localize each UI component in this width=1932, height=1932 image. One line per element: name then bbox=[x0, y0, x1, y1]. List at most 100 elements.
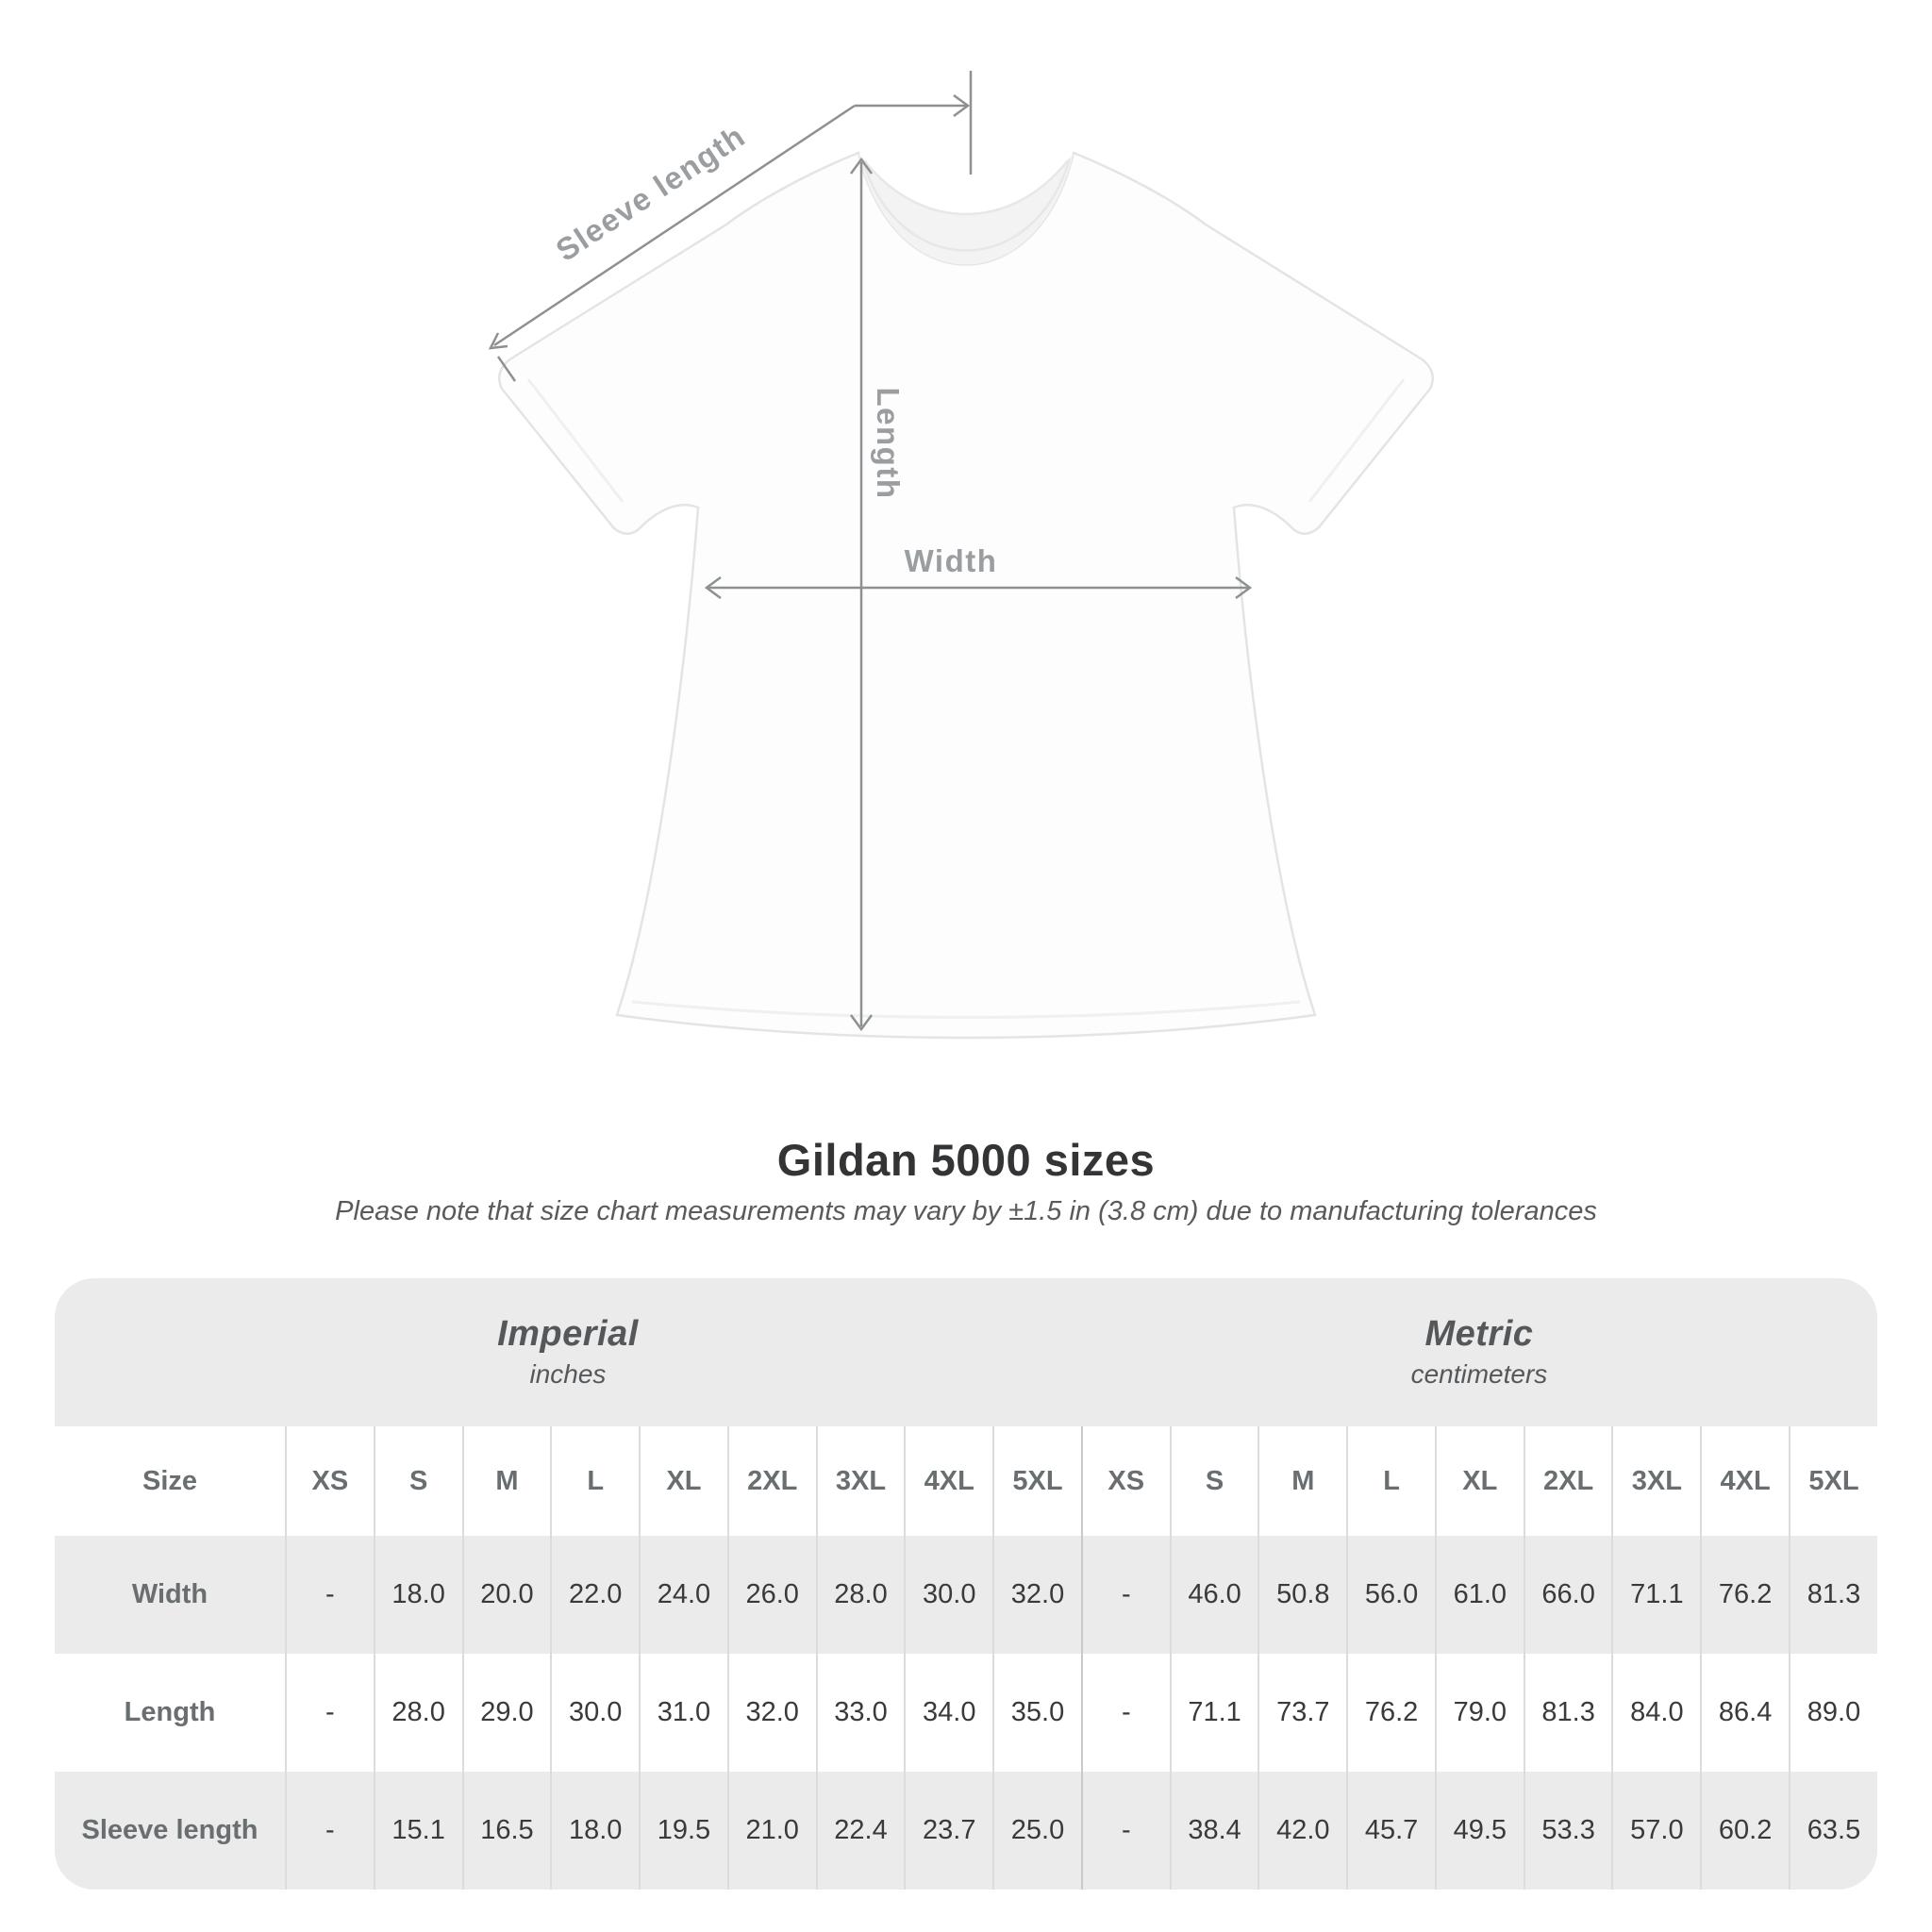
size-header-cell: M bbox=[1257, 1426, 1347, 1536]
length-dimension: Length bbox=[849, 157, 906, 1032]
value-cell: 33.0 bbox=[815, 1654, 905, 1772]
value-cell: - bbox=[285, 1536, 374, 1654]
value-cell: 45.7 bbox=[1346, 1772, 1435, 1890]
value-cell: 22.4 bbox=[815, 1772, 905, 1890]
size-header-cell: S bbox=[1169, 1426, 1258, 1536]
size-table: Imperial inches Metric centimeters Size X… bbox=[55, 1278, 1877, 1890]
left-cuff-fold bbox=[526, 378, 625, 503]
length-label: Length bbox=[871, 388, 906, 500]
width-dimension: Width bbox=[704, 543, 1253, 600]
size-header-cell: 3XL bbox=[1611, 1426, 1701, 1536]
tshirt-measurement-diagram: Sleeve length Length Width bbox=[488, 71, 1434, 1040]
value-cell: 71.1 bbox=[1611, 1536, 1701, 1654]
size-header-cell: 3XL bbox=[815, 1426, 905, 1536]
size-header-cell: 2XL bbox=[1523, 1426, 1612, 1536]
imperial-label: Imperial bbox=[497, 1313, 639, 1354]
table-row-width: Width -18.0 20.0 22.0 24.0 26.0 28.0 30.0 32.0-4… bbox=[55, 1536, 1877, 1654]
value-cell: 30.0 bbox=[904, 1536, 993, 1654]
value-cell: 26.0 bbox=[726, 1536, 816, 1654]
width-left-arrowhead bbox=[704, 575, 722, 600]
tshirt-graphic bbox=[498, 151, 1434, 1040]
value-cell: 18.0 bbox=[373, 1536, 462, 1654]
value-cell: 19.5 bbox=[639, 1772, 727, 1890]
size-header-cell: M bbox=[461, 1426, 551, 1536]
value-cell: 30.0 bbox=[550, 1654, 639, 1772]
value-cell: 61.0 bbox=[1434, 1536, 1524, 1654]
value-cell: 21.0 bbox=[726, 1772, 816, 1890]
tshirt-silhouette bbox=[498, 151, 1434, 1040]
width-label: Width bbox=[905, 543, 998, 578]
value-cell: 31.0 bbox=[639, 1654, 727, 1772]
size-column-header: Size bbox=[55, 1426, 285, 1536]
width-right-arrowhead bbox=[1235, 575, 1253, 600]
value-cell: 84.0 bbox=[1611, 1654, 1700, 1772]
value-cell: 76.2 bbox=[1700, 1536, 1790, 1654]
size-header-cell: 4XL bbox=[1700, 1426, 1790, 1536]
size-header-cell: 2XL bbox=[726, 1426, 816, 1536]
value-cell: 89.0 bbox=[1789, 1654, 1877, 1772]
value-cell: 81.3 bbox=[1789, 1536, 1877, 1654]
value-cell: 60.2 bbox=[1700, 1772, 1790, 1890]
size-header-cell: L bbox=[1346, 1426, 1435, 1536]
value-cell: 56.0 bbox=[1346, 1536, 1435, 1654]
sleeve-horizontal-arrowhead bbox=[953, 93, 971, 118]
imperial-sublabel: inches bbox=[529, 1358, 607, 1389]
value-cell: 25.0 bbox=[992, 1772, 1081, 1890]
value-cell: - bbox=[1080, 1536, 1170, 1654]
size-header-cell: XL bbox=[1434, 1426, 1524, 1536]
unit-header-row: Imperial inches Metric centimeters bbox=[55, 1278, 1877, 1426]
length-top-arrowhead bbox=[849, 157, 874, 175]
collar-band-seam bbox=[863, 159, 1069, 216]
value-cell: 28.0 bbox=[373, 1654, 462, 1772]
value-cell: 50.8 bbox=[1257, 1536, 1347, 1654]
collar-stitch-line bbox=[860, 158, 1072, 252]
size-header-row: Size XS S M L XL 2XL 3XL 4XL 5XL XS S M L XL 2XL 3XL 4XL 5… bbox=[55, 1426, 1877, 1536]
size-header-cell: XL bbox=[639, 1426, 727, 1536]
value-cell: 57.0 bbox=[1611, 1772, 1701, 1890]
length-bottom-arrowhead bbox=[849, 1014, 874, 1032]
size-header-cell: S bbox=[373, 1426, 462, 1536]
neck-opening-shade bbox=[858, 153, 1074, 265]
value-cell: 86.4 bbox=[1700, 1654, 1789, 1772]
row-label: Length bbox=[124, 1697, 216, 1727]
row-label: Width bbox=[55, 1536, 285, 1654]
value-cell: 32.0 bbox=[726, 1654, 816, 1772]
row-label: Sleeve length bbox=[55, 1772, 285, 1890]
value-cell: 42.0 bbox=[1257, 1772, 1347, 1890]
size-header-cell: 5XL bbox=[1789, 1426, 1877, 1536]
right-cuff-fold bbox=[1307, 378, 1406, 503]
value-cell: 29.0 bbox=[461, 1654, 551, 1772]
value-cell: 73.7 bbox=[1257, 1654, 1346, 1772]
unit-group-imperial: Imperial inches bbox=[55, 1278, 1081, 1426]
value-cell: 20.0 bbox=[461, 1536, 551, 1654]
value-cell: 34.0 bbox=[904, 1654, 992, 1772]
table-row-length: Length -28.0 29.0 30.0 31.0 32.0 33.0 34.0 35.0-… bbox=[55, 1654, 1877, 1772]
table-row-sleeve-length: Sleeve length -15.1 16.5 18.0 19.5 21.0 22.4 23… bbox=[55, 1772, 1877, 1890]
value-cell: 66.0 bbox=[1523, 1536, 1612, 1654]
value-cell: 28.0 bbox=[815, 1536, 905, 1654]
value-cell: - bbox=[1080, 1772, 1170, 1890]
tolerance-note: Please note that size chart measurements… bbox=[335, 1196, 1597, 1226]
unit-group-metric: Metric centimeters bbox=[1080, 1278, 1877, 1426]
size-table-wrap: Imperial inches Metric centimeters Size X… bbox=[55, 1278, 1877, 1890]
value-cell: 18.0 bbox=[550, 1772, 640, 1890]
value-cell: 22.0 bbox=[550, 1536, 640, 1654]
value-cell: 76.2 bbox=[1346, 1654, 1435, 1772]
page-title: Gildan 5000 sizes bbox=[776, 1135, 1156, 1185]
value-cell: - bbox=[285, 1772, 374, 1890]
value-cell: 81.3 bbox=[1523, 1654, 1612, 1772]
value-cell: 15.1 bbox=[373, 1772, 462, 1890]
value-cell: 24.0 bbox=[639, 1536, 727, 1654]
size-header-cell: XS bbox=[1080, 1426, 1170, 1536]
value-cell: 49.5 bbox=[1434, 1772, 1524, 1890]
hem-fold bbox=[631, 1000, 1301, 1019]
value-cell: 23.7 bbox=[904, 1772, 993, 1890]
value-cell: 79.0 bbox=[1434, 1654, 1524, 1772]
size-header-cell: 4XL bbox=[904, 1426, 993, 1536]
sleeve-diagonal-line bbox=[493, 104, 856, 347]
value-cell: 63.5 bbox=[1789, 1772, 1877, 1890]
value-cell: 46.0 bbox=[1169, 1536, 1258, 1654]
value-cell: 38.4 bbox=[1169, 1772, 1258, 1890]
value-cell: 71.1 bbox=[1169, 1654, 1258, 1772]
